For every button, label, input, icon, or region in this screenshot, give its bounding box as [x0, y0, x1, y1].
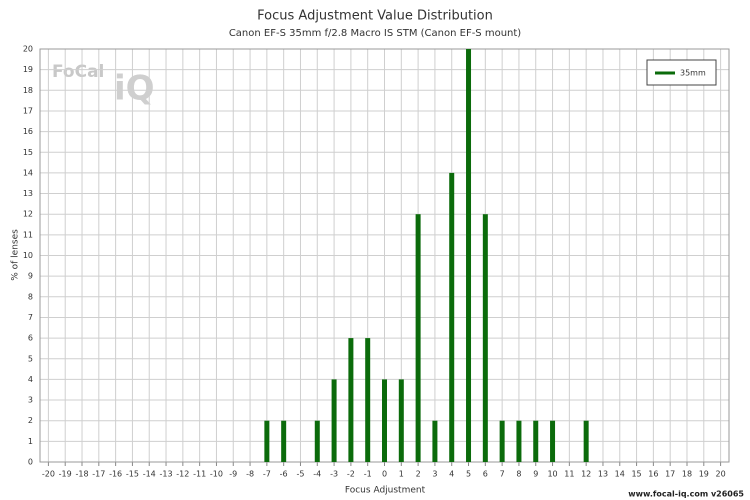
x-tick-label: -4	[313, 470, 321, 479]
bar	[449, 172, 455, 462]
x-tick-label: -19	[59, 470, 72, 479]
x-tick-label: -1	[364, 470, 372, 479]
y-tick-label: 10	[23, 251, 33, 260]
x-tick-label: 18	[682, 470, 692, 479]
y-tick-label: 16	[23, 127, 33, 136]
x-tick-label: -2	[347, 470, 355, 479]
bar	[466, 49, 472, 462]
bar	[331, 379, 337, 462]
x-tick-label: 1	[399, 470, 404, 479]
footer: www.focal-iq.com v26065	[628, 490, 744, 499]
x-tick-label: -17	[92, 470, 105, 479]
x-tick-label: 8	[516, 470, 521, 479]
bar	[348, 338, 354, 462]
x-tick-label: -10	[210, 470, 223, 479]
bar	[533, 420, 539, 462]
bar	[398, 379, 404, 462]
x-tick-label: -13	[159, 470, 172, 479]
bar	[314, 420, 320, 462]
bar	[415, 214, 421, 462]
x-tick-label: 19	[699, 470, 709, 479]
x-tick-label: -16	[109, 470, 122, 479]
x-tick-label: 11	[564, 470, 574, 479]
x-tick-label: -20	[42, 470, 55, 479]
bar	[432, 420, 438, 462]
x-tick-label: 0	[382, 470, 387, 479]
y-tick-label: 4	[28, 375, 33, 384]
bar	[264, 420, 270, 462]
x-tick-label: 3	[432, 470, 437, 479]
y-tick-label: 8	[28, 292, 33, 301]
y-tick-label: 14	[23, 168, 33, 177]
y-tick-label: 15	[23, 148, 33, 157]
x-tick-label: 13	[598, 470, 608, 479]
bar	[482, 214, 488, 462]
bar	[550, 420, 556, 462]
y-tick-label: 9	[28, 272, 33, 281]
bar	[382, 379, 387, 462]
y-tick-label: 17	[23, 106, 33, 115]
x-tick-label: -18	[75, 470, 88, 479]
bar	[516, 420, 522, 462]
y-tick-label: 20	[23, 45, 33, 54]
x-tick-label: 15	[631, 470, 641, 479]
bar	[583, 420, 589, 462]
y-tick-label: 5	[28, 354, 33, 363]
bar	[499, 420, 505, 462]
y-tick-label: 0	[28, 458, 33, 467]
x-tick-label: 14	[615, 470, 625, 479]
y-tick-label: 1	[28, 437, 33, 446]
x-tick-label: 4	[449, 470, 454, 479]
x-tick-label: -7	[263, 470, 271, 479]
x-tick-label: 2	[416, 470, 421, 479]
y-tick-label: 6	[28, 334, 33, 343]
x-tick-label: 10	[547, 470, 557, 479]
y-tick-label: 12	[23, 210, 33, 219]
x-tick-label: -14	[143, 470, 156, 479]
x-tick-label: 9	[533, 470, 538, 479]
x-tick-label: -3	[330, 470, 338, 479]
x-tick-label: 12	[581, 470, 591, 479]
x-tick-label: -8	[246, 470, 254, 479]
y-tick-label: 7	[28, 313, 33, 322]
legend-label: 35mm	[680, 69, 706, 78]
x-tick-label: 20	[716, 470, 726, 479]
y-tick-label: 18	[23, 86, 33, 95]
chart-title: Focus Adjustment Value Distribution	[257, 9, 493, 24]
x-axis-label: Focus Adjustment	[345, 486, 426, 496]
x-tick-label: -5	[296, 470, 304, 479]
x-tick-label: -9	[229, 470, 237, 479]
y-axis-label: % of lenses	[11, 229, 21, 281]
bar	[365, 338, 371, 462]
chart-subtitle: Canon EF-S 35mm f/2.8 Macro IS STM (Cano…	[229, 28, 521, 39]
logo-mark: iQ	[114, 69, 155, 109]
x-tick-label: -15	[126, 470, 139, 479]
x-tick-label: 7	[500, 470, 505, 479]
x-tick-label: -6	[280, 470, 288, 479]
y-tick-label: 3	[28, 396, 33, 405]
y-tick-label: 19	[23, 65, 33, 74]
logo-text: FoCal	[52, 62, 104, 82]
y-tick-label: 13	[23, 189, 33, 198]
x-tick-label: 5	[466, 470, 471, 479]
x-tick-label: -12	[176, 470, 189, 479]
x-tick-label: 16	[648, 470, 658, 479]
x-tick-label: 17	[665, 470, 675, 479]
x-tick-label: 6	[483, 470, 488, 479]
y-tick-label: 2	[28, 416, 33, 425]
y-tick-label: 11	[23, 230, 33, 239]
bar	[281, 420, 287, 462]
x-tick-label: -11	[193, 470, 206, 479]
